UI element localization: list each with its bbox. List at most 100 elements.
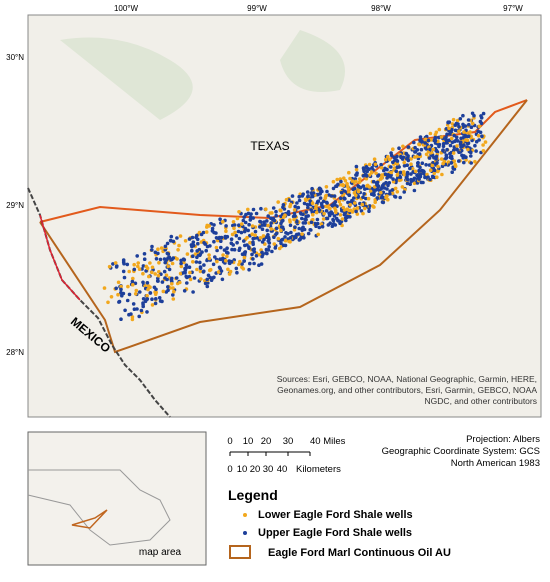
well [333,200,338,204]
scale-km: 0 [227,464,232,475]
well [283,213,287,217]
well [260,250,264,255]
well [254,211,259,216]
well [379,162,383,167]
well [260,227,265,231]
well [373,162,378,167]
well [295,220,299,224]
well [462,160,466,165]
well [305,190,310,194]
well [179,264,184,269]
well [236,229,241,234]
well [386,155,390,159]
well [427,156,432,160]
well [456,122,460,126]
lon-label: 97°W [503,4,523,13]
well [107,264,112,269]
well [185,252,190,256]
well [166,285,170,289]
well [398,170,403,175]
well [334,210,338,215]
well [123,308,127,313]
well [119,284,123,289]
well [316,232,321,237]
well [258,220,263,224]
well [219,269,224,273]
well [362,192,366,196]
scale-km: 20 [250,464,261,475]
well [212,275,216,280]
well [331,179,336,184]
well [428,177,432,182]
well [324,193,328,198]
well [247,246,251,250]
well [430,163,435,168]
well [354,173,359,177]
well [410,167,415,171]
well [137,267,142,272]
well [395,165,400,170]
well [302,236,306,240]
well [365,174,369,178]
well [164,258,169,262]
legend-swatch [229,545,251,559]
well [473,143,477,148]
well [376,174,380,178]
well [409,157,413,161]
well [154,257,159,261]
well [290,194,295,198]
well [420,161,425,165]
well [310,186,314,191]
well [114,286,118,291]
well [455,144,459,148]
well [293,214,297,218]
well [181,257,186,262]
well [190,248,194,253]
well [233,230,237,235]
well [248,240,252,245]
well [325,189,329,194]
well [154,297,158,301]
well [141,264,146,268]
well [157,296,162,300]
well [209,278,214,283]
well [348,203,353,207]
well [208,267,213,272]
legend-item: Eagle Ford Marl Continuous Oil AU [268,547,451,559]
well [483,140,488,144]
well [386,173,390,177]
well [452,148,456,152]
well [254,254,259,258]
well [125,262,130,267]
well [339,190,344,195]
well [194,235,198,240]
scale-km: 40 [277,464,288,475]
scale-km: Kilometers [296,464,341,475]
well [185,275,189,280]
well [417,152,422,156]
place-label: TEXAS [250,139,289,153]
well [242,255,247,260]
well [477,138,481,142]
well [332,214,337,218]
well [220,277,225,282]
well [145,310,149,314]
well [235,270,239,275]
well [169,234,174,239]
well [314,206,318,210]
well [219,239,223,243]
well [205,284,210,289]
well [466,118,471,122]
well [213,255,217,259]
well [309,208,314,212]
well [401,144,405,149]
well [243,220,248,225]
well [397,178,402,183]
well [315,217,320,222]
well [198,266,203,271]
well [301,225,305,230]
well [165,241,170,246]
well [156,251,160,256]
well [461,113,465,118]
well [235,240,239,245]
